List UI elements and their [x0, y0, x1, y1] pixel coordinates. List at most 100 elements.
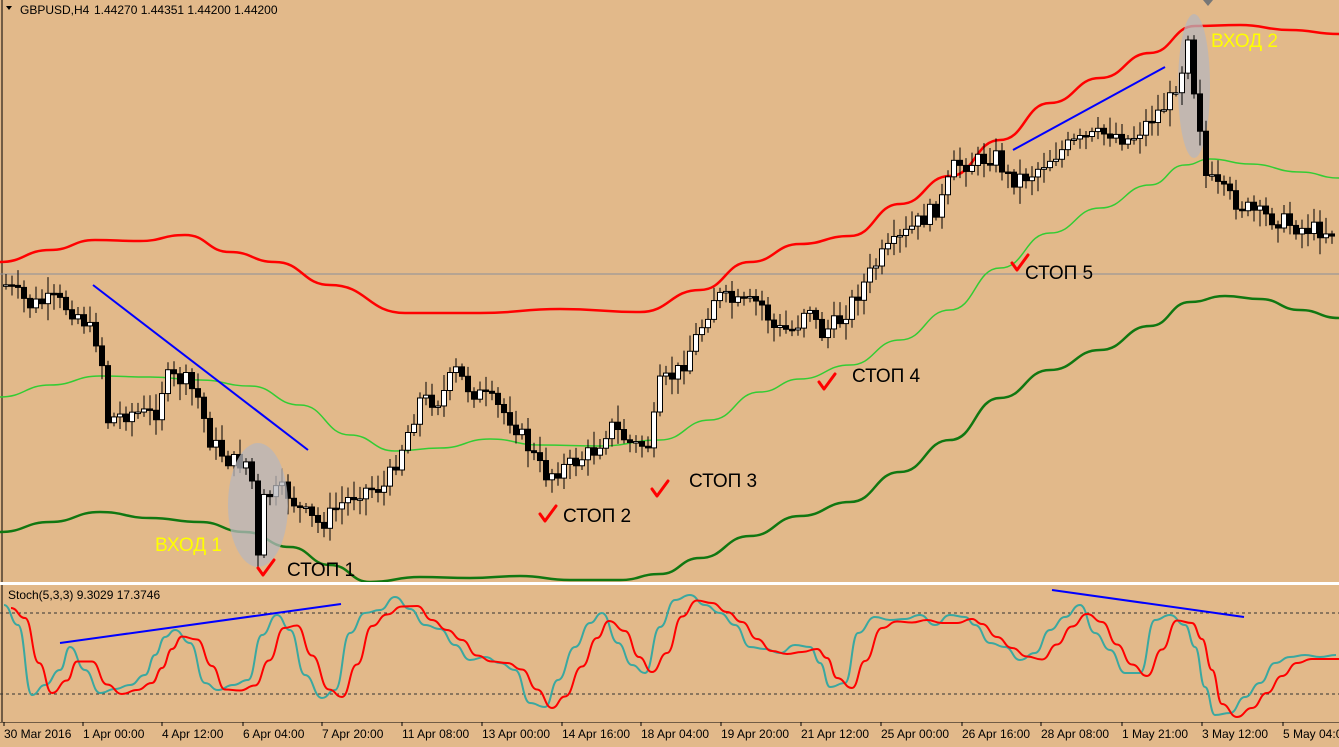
candle	[651, 402, 657, 458]
stochastic-canvas[interactable]: Stoch(5,3,3) 9.3029 17.3746	[0, 585, 1339, 722]
candle	[489, 380, 495, 401]
stop-2-label: СТОП 2	[563, 506, 631, 527]
candle	[63, 290, 69, 316]
time-ticks: 30 Mar 2016 1 Apr 00:00 4 Apr 12:00 6 Apr 0…	[3, 722, 1339, 741]
dropdown-arrow-icon[interactable]	[6, 6, 12, 10]
candle	[993, 138, 999, 173]
price-chart[interactable]: ВХОД 1 ВХОД 2 СТОП 1 СТОП 2 СТОП 3 СТОП …	[0, 0, 1339, 582]
time-axis: 30 Mar 2016 1 Apr 00:00 4 Apr 12:00 6 Apr 0…	[0, 722, 1339, 747]
candle	[447, 367, 453, 401]
candle	[1095, 117, 1101, 140]
candle	[741, 291, 747, 306]
candle	[531, 442, 537, 461]
candle	[399, 444, 405, 476]
price-chart-canvas[interactable]: ВХОД 1 ВХОД 2 СТОП 1 СТОП 2 СТОП 3 СТОП …	[0, 0, 1339, 582]
candle	[1065, 131, 1071, 157]
candle	[717, 287, 723, 309]
candle	[1053, 142, 1059, 166]
candles-group	[3, 80, 1335, 541]
candle	[27, 294, 33, 318]
candle	[129, 403, 135, 437]
candle	[915, 212, 921, 240]
candle	[987, 147, 993, 172]
candle	[771, 313, 777, 342]
candle	[195, 373, 201, 409]
candle	[843, 305, 849, 340]
stoch-trendline-2[interactable]	[1051, 589, 1245, 618]
candle	[807, 306, 813, 322]
candle	[1299, 219, 1305, 249]
time-tick-label: 19 Apr 20:00	[721, 727, 789, 741]
time-tick-label: 25 Apr 00:00	[881, 727, 949, 741]
candle	[975, 146, 981, 176]
stochastic-pane[interactable]: Stoch(5,3,3) 9.3029 17.3746	[0, 585, 1339, 722]
candle	[969, 152, 975, 175]
candle	[57, 284, 63, 309]
candle	[1149, 105, 1155, 136]
symbol-label: GBPUSD,H4	[20, 3, 90, 17]
candle	[897, 229, 903, 253]
candle	[927, 198, 933, 232]
candle	[561, 453, 567, 490]
candle	[213, 427, 219, 460]
candle	[1155, 94, 1161, 136]
candle	[513, 410, 519, 444]
candle	[267, 490, 273, 506]
candle	[105, 360, 111, 429]
candle	[507, 396, 513, 434]
time-tick-label: 1 May 21:00	[1122, 727, 1188, 741]
time-tick-label: 30 Mar 2016	[4, 727, 72, 741]
candle	[711, 287, 717, 323]
candle	[249, 457, 255, 489]
time-tick-label: 14 Apr 16:00	[562, 727, 630, 741]
check-icon	[1010, 253, 1030, 272]
entry-1-label: ВХОД 1	[155, 535, 222, 556]
candle	[1263, 197, 1269, 227]
candle	[885, 233, 891, 256]
candle	[441, 374, 447, 417]
candle	[597, 439, 603, 460]
candle	[681, 350, 687, 385]
time-tick-label: 7 Apr 20:00	[322, 727, 384, 741]
candle	[21, 280, 27, 313]
stop-3-label: СТОП 3	[689, 471, 757, 492]
candle	[171, 361, 177, 387]
pane-separator[interactable]	[0, 582, 1339, 585]
candle	[387, 459, 393, 496]
candle	[1221, 175, 1227, 196]
candle	[477, 381, 483, 403]
candle	[411, 414, 417, 436]
candle	[1077, 128, 1083, 149]
candle	[1317, 210, 1323, 255]
stoch-trendline-1[interactable]	[59, 603, 342, 644]
candle	[1257, 199, 1263, 227]
candle	[1305, 214, 1311, 247]
candle	[693, 322, 699, 356]
candle	[1131, 126, 1137, 145]
candle	[417, 392, 423, 437]
candle	[687, 335, 693, 375]
candle	[201, 392, 207, 433]
candle	[1203, 120, 1209, 188]
candle	[1005, 164, 1011, 189]
candle	[879, 239, 885, 275]
candle	[405, 425, 411, 454]
candle	[357, 486, 363, 515]
candle	[519, 423, 525, 440]
candle	[33, 286, 39, 314]
candle	[1323, 217, 1329, 244]
trendline-up[interactable]	[1012, 66, 1166, 151]
candle	[393, 454, 399, 476]
candle	[921, 203, 927, 228]
time-tick-label: 13 Apr 00:00	[482, 727, 550, 741]
candle	[1197, 79, 1203, 146]
stochastic-label: Stoch(5,3,3) 9.3029 17.3746	[8, 588, 160, 602]
candle	[153, 394, 159, 435]
trendline-down[interactable]	[92, 284, 309, 451]
stochastic-lines	[3, 593, 1339, 719]
candle	[309, 503, 315, 527]
candle	[423, 381, 429, 406]
candle	[801, 308, 807, 338]
candle	[1245, 197, 1251, 217]
time-tick-label: 4 Apr 12:00	[162, 727, 224, 741]
